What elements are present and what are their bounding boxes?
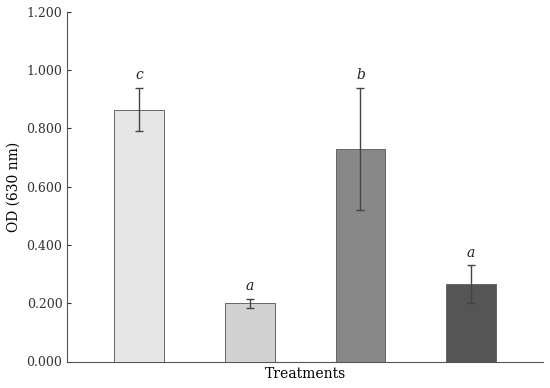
Bar <box>225 303 274 362</box>
Text: b: b <box>356 68 365 82</box>
Bar <box>114 109 164 362</box>
Text: c: c <box>135 68 143 82</box>
Text: a: a <box>246 279 254 293</box>
X-axis label: Treatments: Treatments <box>265 367 346 381</box>
Text: a: a <box>467 246 475 260</box>
Bar <box>336 149 386 362</box>
Bar <box>446 284 496 362</box>
Y-axis label: OD (630 nm): OD (630 nm) <box>7 142 21 232</box>
